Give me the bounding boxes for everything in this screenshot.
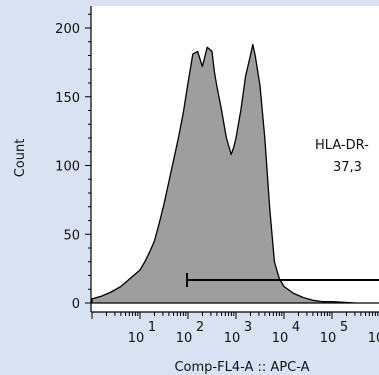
x-axis-title: Comp-FL4-A :: APC-A xyxy=(174,360,309,375)
x-tick-exponent: 1 xyxy=(148,320,156,335)
x-tick-exponent: 3 xyxy=(244,320,252,335)
x-tick-exponent: 5 xyxy=(340,320,348,335)
x-tick-base: 10 xyxy=(128,331,145,346)
x-tick-base: 10 xyxy=(368,331,379,346)
x-tick-base: 10 xyxy=(320,331,337,346)
y-tick-label: 100 xyxy=(55,160,80,175)
y-axis: 0 50 100 150 200 xyxy=(55,6,92,312)
x-tick-base: 10 xyxy=(176,331,193,346)
y-axis-title: Count xyxy=(13,139,28,178)
x-axis: 10110210310410510610 xyxy=(91,311,379,346)
gate-layer[interactable]: HLA-DR- 37,3 xyxy=(186,138,379,287)
x-tick-base: 10 xyxy=(272,331,289,346)
y-tick-label: 50 xyxy=(63,228,80,243)
x-tick-exponent: 2 xyxy=(196,320,204,335)
y-tick-label: 200 xyxy=(55,22,80,37)
y-tick-label: 150 xyxy=(55,91,80,106)
y-tick-label: 0 xyxy=(72,297,80,312)
x-tick-base: 10 xyxy=(224,331,241,346)
x-tick-exponent: 4 xyxy=(292,320,300,335)
gate-name: HLA-DR- xyxy=(315,138,369,153)
gate-percentage: 37,3 xyxy=(333,160,362,175)
histogram-area xyxy=(91,43,379,304)
